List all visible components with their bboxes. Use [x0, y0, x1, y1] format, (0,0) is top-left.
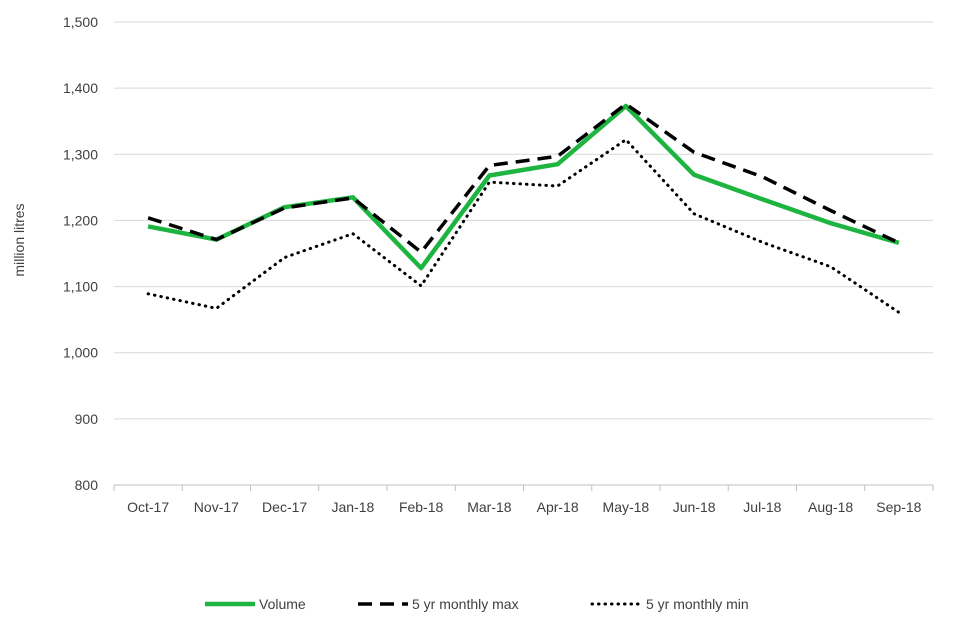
- x-axis: [113, 484, 934, 491]
- y-tick-label: 800: [75, 477, 99, 493]
- gridlines: [114, 21, 933, 420]
- x-axis-ticks: Oct-17 Nov-17 Dec-17 Jan-18 Feb-18 Mar-18 Apr-…: [127, 499, 922, 515]
- x-tick-label: May-18: [603, 499, 650, 515]
- x-tick-label: Apr-18: [537, 499, 579, 515]
- series-line-5-yr-monthly-min: [146, 137, 901, 314]
- x-tick-label: Mar-18: [467, 499, 512, 515]
- x-tick-label: Oct-17: [127, 499, 169, 515]
- x-tick-label: Aug-18: [808, 499, 853, 515]
- y-tick-label: 1,100: [63, 279, 98, 295]
- x-tick-label: Nov-17: [194, 499, 239, 515]
- y-axis-ticks: 800 900 1,000 1,100 1,200 1,300 1,400 1,500: [63, 14, 98, 493]
- series-line-5-yr-monthly-max: [147, 101, 900, 255]
- series-lines: [146, 101, 901, 314]
- x-tick-label: Jul-18: [743, 499, 781, 515]
- y-tick-label: 900: [75, 411, 99, 427]
- legend-label: 5 yr monthly max: [412, 596, 519, 612]
- y-tick-label: 1,200: [63, 212, 98, 228]
- y-axis-title: million litres: [11, 203, 27, 276]
- x-tick-label: Sep-18: [876, 499, 921, 515]
- x-tick-label: Jan-18: [331, 499, 374, 515]
- y-tick-label: 1,500: [63, 14, 98, 30]
- y-tick-label: 1,000: [63, 345, 98, 361]
- y-tick-label: 1,300: [63, 146, 98, 162]
- legend-label: 5 yr monthly min: [646, 596, 749, 612]
- legend: Volume 5 yr monthly max 5 yr monthly min: [205, 596, 749, 612]
- legend-label: Volume: [259, 596, 306, 612]
- x-tick-label: Dec-17: [262, 499, 307, 515]
- y-tick-label: 1,400: [63, 80, 98, 96]
- x-tick-label: Feb-18: [399, 499, 444, 515]
- x-tick-label: Jun-18: [673, 499, 716, 515]
